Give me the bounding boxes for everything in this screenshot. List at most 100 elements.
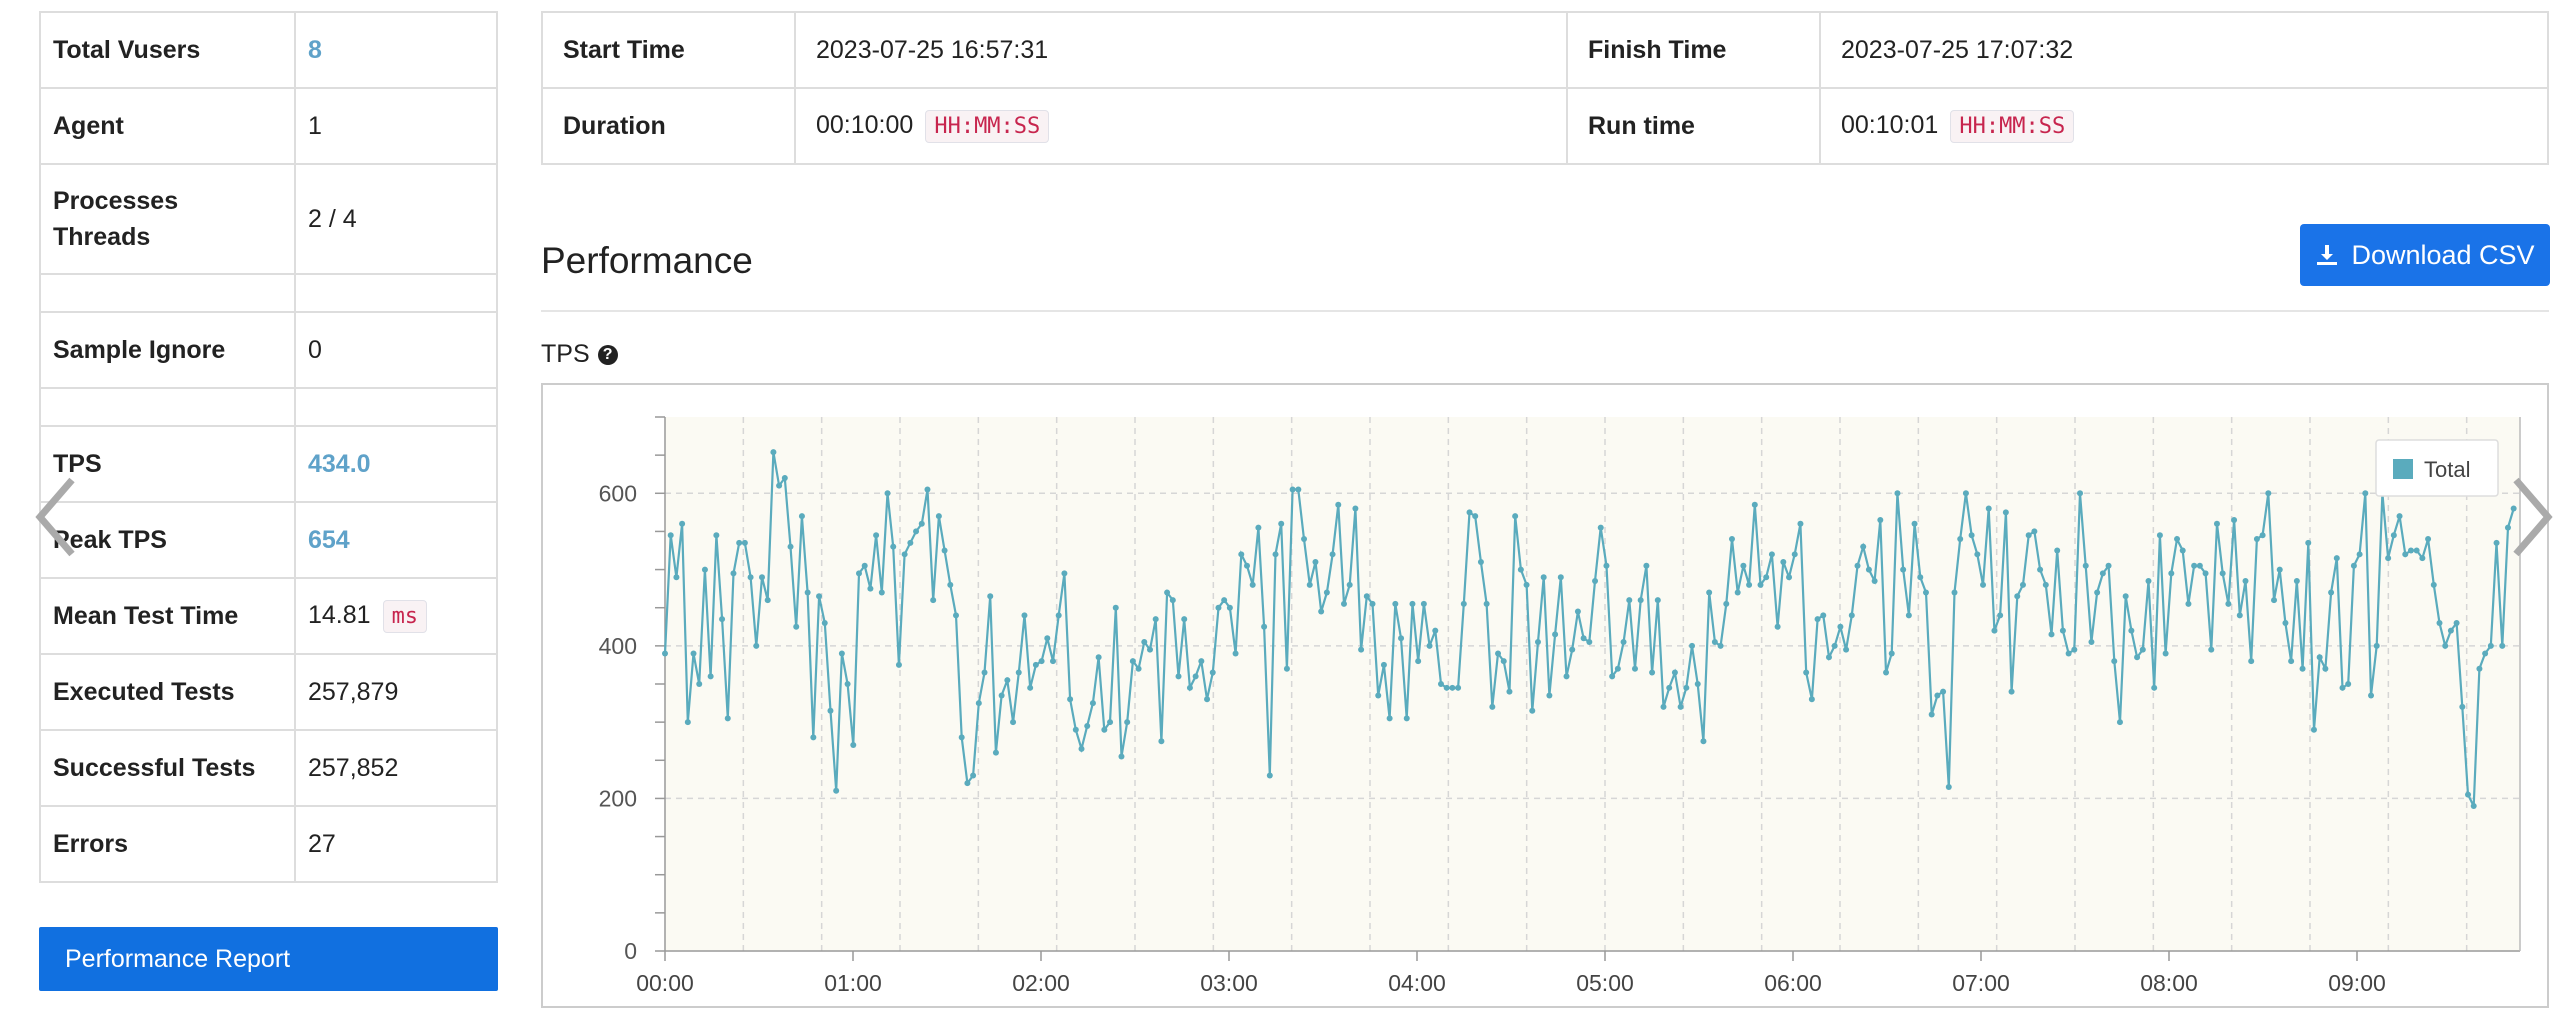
summary-value: 654	[308, 525, 350, 554]
data-point	[1004, 677, 1011, 684]
duration-value: 00:10:00	[816, 110, 914, 139]
data-point	[2162, 650, 2169, 657]
performance-report-button[interactable]: Performance Report	[39, 927, 498, 991]
data-point	[1072, 726, 1079, 733]
data-point	[2470, 803, 2477, 810]
data-point	[1677, 703, 1684, 710]
section-divider	[541, 310, 2549, 312]
summary-value-cell: 0	[294, 311, 498, 389]
data-point	[684, 719, 691, 726]
chevron-left-icon[interactable]	[28, 472, 88, 562]
data-point	[2139, 646, 2146, 653]
summary-value-cell: 654	[294, 501, 498, 579]
data-point	[1523, 581, 1530, 588]
summary-value-cell: 1	[294, 87, 498, 165]
data-point	[890, 543, 897, 550]
data-point	[1449, 684, 1456, 691]
data-point	[2111, 658, 2118, 665]
data-point	[1169, 597, 1176, 604]
legend-label: Total	[2424, 457, 2470, 482]
data-point	[935, 513, 942, 520]
data-point	[1660, 703, 1667, 710]
summary-value: 2 / 4	[308, 205, 357, 233]
data-point	[2476, 665, 2483, 672]
data-point	[1871, 578, 1878, 585]
data-point	[2487, 642, 2494, 649]
legend[interactable]: Total	[2375, 439, 2499, 497]
data-point	[1249, 581, 1256, 588]
question-circle-icon[interactable]: ?	[597, 344, 618, 365]
plot-area	[665, 417, 2520, 951]
data-point	[821, 619, 828, 626]
summary-value-cell: 2 / 4	[294, 163, 498, 275]
data-point	[1232, 650, 1239, 657]
data-point	[1883, 669, 1890, 676]
data-point	[884, 490, 891, 497]
data-point	[2037, 566, 2044, 573]
data-point	[1951, 589, 1958, 596]
chevron-right-icon[interactable]	[2500, 472, 2560, 562]
data-point	[1158, 738, 1165, 745]
tps-chart: 0 200 400 600 00:00 01:00 02:00 03:00 04:00 05:00…	[599, 416, 2521, 996]
data-point	[1609, 673, 1616, 680]
data-point	[1980, 581, 1987, 588]
spacer-cell	[39, 273, 296, 313]
data-point	[1038, 658, 1045, 665]
data-point	[2031, 528, 2038, 535]
performance-title: Performance	[541, 240, 753, 281]
data-point	[1124, 719, 1131, 726]
data-point	[992, 749, 999, 756]
data-point	[2174, 536, 2181, 543]
data-point	[2465, 791, 2472, 798]
data-point	[1517, 566, 1524, 573]
data-point	[1084, 722, 1091, 729]
data-point	[867, 585, 874, 592]
summary-value-cell: 434.0	[294, 425, 498, 503]
data-point	[1614, 665, 1621, 672]
data-point	[1266, 772, 1273, 779]
x-tick-label: 00:00	[636, 970, 694, 996]
data-point	[998, 692, 1005, 699]
data-point	[2168, 570, 2175, 577]
data-point	[2082, 562, 2089, 569]
data-point	[1175, 673, 1182, 680]
summary-row: Successful Tests 257,852	[39, 729, 498, 807]
data-point	[1911, 520, 1918, 527]
summary-value: 0	[308, 335, 322, 364]
download-csv-button[interactable]: Download CSV	[2300, 224, 2550, 286]
data-point	[1746, 581, 1753, 588]
data-point	[2350, 562, 2357, 569]
data-point	[2390, 532, 2397, 539]
time-row-start: Start Time 2023-07-25 16:57:31 Finish Ti…	[541, 11, 2549, 89]
data-point	[2316, 654, 2323, 661]
summary-row: Peak TPS 654	[39, 501, 498, 579]
performance-report-label: Performance Report	[65, 944, 291, 973]
data-point	[1215, 604, 1222, 611]
spacer-cell	[294, 387, 498, 427]
data-point	[2288, 658, 2295, 665]
data-point	[970, 772, 977, 779]
data-point	[1209, 669, 1216, 676]
summary-unit: ms	[382, 599, 428, 633]
summary-row: Errors 27	[39, 805, 498, 883]
x-tick-label: 05:00	[1576, 970, 1634, 996]
data-point	[798, 513, 805, 520]
data-point	[918, 520, 925, 527]
data-point	[1283, 665, 1290, 672]
summary-value: 8	[308, 35, 322, 64]
data-point	[1358, 646, 1365, 653]
data-point	[1323, 589, 1330, 596]
data-point	[1015, 669, 1022, 676]
data-point	[2413, 547, 2420, 554]
data-point	[1563, 673, 1570, 680]
data-point	[2345, 681, 2352, 687]
data-point	[1592, 578, 1599, 585]
data-point	[2054, 547, 2061, 554]
data-point	[2271, 597, 2278, 604]
data-point	[2368, 692, 2375, 699]
data-point	[1095, 654, 1102, 661]
data-point	[2265, 490, 2272, 497]
data-point	[707, 673, 714, 680]
data-point	[1477, 558, 1484, 565]
data-point	[1574, 608, 1581, 615]
